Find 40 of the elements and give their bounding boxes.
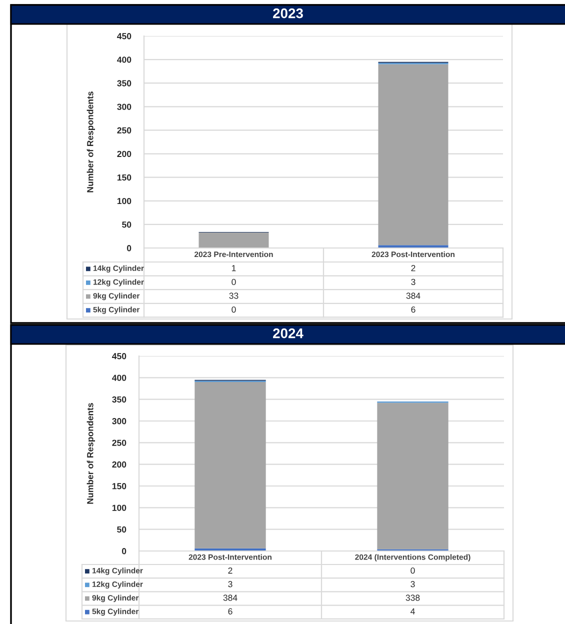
data-label: 0	[232, 306, 236, 313]
chart-title: 2024	[273, 328, 304, 338]
data-label: 4	[410, 608, 415, 614]
y-tick-label: 50	[122, 222, 132, 228]
y-tick-label: 250	[112, 440, 126, 446]
data-label: 2	[411, 265, 416, 272]
y-tick-label: 50	[117, 526, 126, 533]
data-label: 3	[411, 278, 416, 286]
data-label: 3	[228, 581, 232, 588]
y-tick-label: 300	[112, 418, 126, 424]
data-label: 1	[232, 265, 236, 272]
y-tick-label: 150	[117, 174, 132, 181]
y-tick-label: 450	[112, 353, 126, 360]
y-tick-label: 100	[112, 504, 126, 511]
chart-title: 2023	[273, 8, 303, 18]
data-label: 0	[410, 567, 415, 574]
y-tick-label: 400	[117, 56, 132, 63]
y-tick-label: 250	[117, 127, 132, 134]
y-tick-label: 200	[112, 461, 126, 468]
y-tick-label: 0	[122, 548, 126, 554]
y-tick-label: 350	[117, 80, 132, 86]
data-label: 33	[229, 292, 238, 299]
data-label: 2	[228, 567, 232, 574]
data-label: 338	[406, 594, 420, 601]
y-tick-label: 450	[117, 33, 132, 40]
y-tick-label: 150	[112, 483, 126, 490]
y-tick-label: 300	[117, 104, 132, 110]
y-tick-label: 350	[112, 396, 126, 403]
y-tick-label: 400	[112, 374, 126, 381]
data-label: 384	[223, 594, 238, 601]
y-tick-label: 200	[117, 150, 132, 158]
data-label: 0	[232, 278, 236, 286]
data-label: 6	[228, 608, 232, 614]
y-tick-label: 0	[126, 245, 132, 252]
data-label: 384	[406, 292, 420, 299]
y-axis-title: Number of Respondents	[86, 403, 95, 504]
data-label: 3	[410, 581, 415, 588]
y-tick-label: 100	[117, 198, 132, 204]
y-axis-title: Number of Respondents	[86, 92, 95, 192]
data-label: 6	[411, 306, 416, 313]
